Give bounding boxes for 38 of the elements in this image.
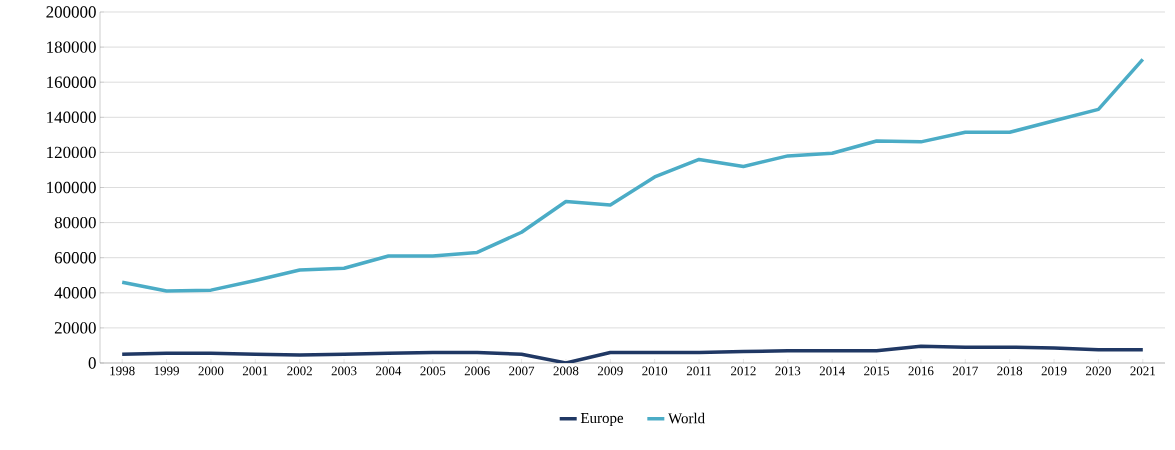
y-tick-label: 0 xyxy=(88,357,96,369)
x-tick-label: 2014 xyxy=(819,366,845,376)
x-tick-label: 2002 xyxy=(287,366,312,376)
y-tick-label: 140000 xyxy=(47,111,96,124)
x-tick-label: 2007 xyxy=(509,366,535,376)
x-tick-label: 2021 xyxy=(1130,366,1155,376)
x-tick-label: 2000 xyxy=(198,366,224,376)
legend-label: Europe xyxy=(580,413,624,427)
x-tick-label: 1999 xyxy=(154,366,179,376)
line-series xyxy=(120,57,1145,293)
x-tick-label: 2001 xyxy=(242,366,268,376)
x-tick-label: 2010 xyxy=(642,366,668,376)
x-tick-label: 2008 xyxy=(553,366,579,376)
x-tick-label: 2017 xyxy=(952,366,978,376)
x-tick-label: 2019 xyxy=(1041,366,1067,376)
y-tick-label: 180000 xyxy=(47,41,96,53)
x-tick-label: 2011 xyxy=(686,366,711,376)
y-tick-label: 60000 xyxy=(54,251,96,264)
x-tick-label: 2006 xyxy=(464,366,490,376)
x-tick-label: 2018 xyxy=(997,366,1023,376)
x-tick-label: 2012 xyxy=(731,366,756,376)
y-tick-label: 80000 xyxy=(54,216,96,229)
y-tick-label: 20000 xyxy=(54,322,96,334)
x-tick-label: 2004 xyxy=(376,366,402,376)
legend-label: World xyxy=(668,412,705,424)
x-tick-label: 2003 xyxy=(331,366,357,376)
x-tick-label: 2009 xyxy=(597,366,623,376)
x-tick-label: 2020 xyxy=(1086,366,1111,376)
y-tick-label: 100000 xyxy=(47,181,96,194)
x-tick-label: 2016 xyxy=(908,366,934,376)
x-tick-label: 1998 xyxy=(110,366,135,376)
y-tick-label: 40000 xyxy=(54,287,96,299)
x-tick-label: 2005 xyxy=(420,366,446,376)
x-tick-label: 2015 xyxy=(864,366,889,376)
y-tick-label: 160000 xyxy=(47,76,96,88)
y-tick-label: 200000 xyxy=(46,6,96,18)
x-tick-label: 2013 xyxy=(775,366,801,376)
y-tick-label: 120000 xyxy=(47,146,96,159)
